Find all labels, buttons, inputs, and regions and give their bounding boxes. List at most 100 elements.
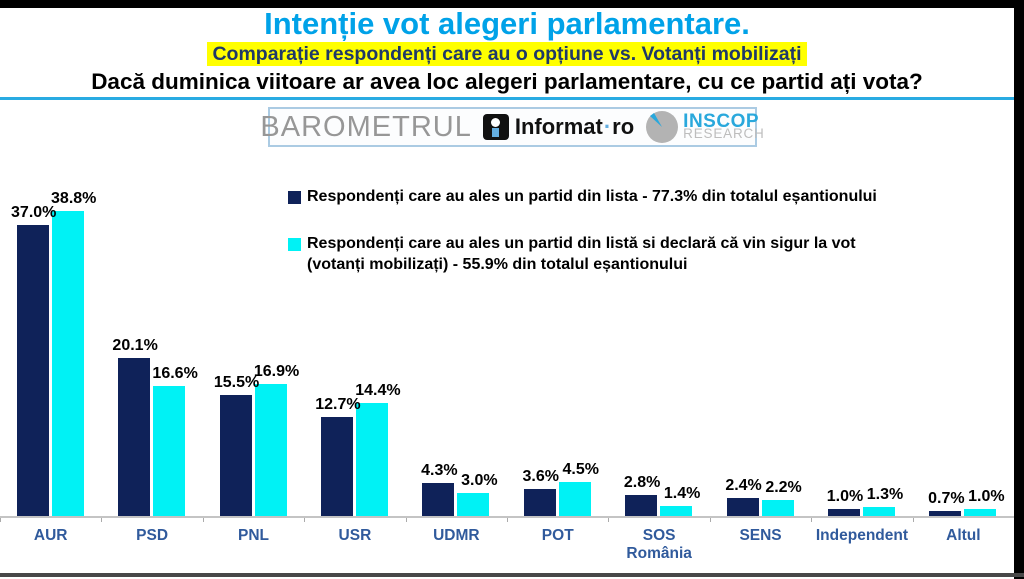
bar-group: 2.8% 1.4% SOS România <box>608 180 709 562</box>
bar-group: 12.7% 14.4% USR <box>304 180 405 544</box>
legend-swatch-mobilized-icon <box>288 237 301 251</box>
value-label-respondents: 4.3% <box>421 462 458 479</box>
value-label-respondents: 37.0% <box>11 204 57 221</box>
legend-line: Respondenți care au ales un partid din l… <box>307 234 856 252</box>
value-label-mobilized: 2.2% <box>765 479 802 496</box>
header: Intenție vot alegeri parlamentare. Compa… <box>0 8 1014 95</box>
bar-group: 4.3% 3.0% UDMR <box>405 180 507 544</box>
value-label-respondents: 20.1% <box>112 337 158 354</box>
top-border <box>0 0 1024 8</box>
axis-tick-icon <box>202 517 204 522</box>
bar-chart: 37.0% 38.8% AUR 20.1% 16.6% PSD 15.5% 16.9% PNL 1… <box>0 180 1014 562</box>
informat-logo: Informat·ro <box>482 114 635 140</box>
legend-item-mobilized: Respondenți care au ales un partid din l… <box>288 234 877 276</box>
informat-logo-icon <box>482 114 509 140</box>
header-divider <box>0 97 1014 100</box>
bar-group: 0.7% 1.0% Altul <box>912 180 1014 544</box>
category-label: Altul <box>946 527 981 544</box>
value-label-mobilized: 1.3% <box>866 486 904 503</box>
bottom-border <box>0 573 1024 577</box>
informat-i-dot-icon <box>490 118 500 127</box>
value-label-mobilized: 16.9% <box>253 363 300 380</box>
category-label: AUR <box>33 527 68 544</box>
axis-tick-icon <box>709 517 711 522</box>
bar-group: 37.0% 38.8% AUR <box>0 180 101 544</box>
right-border <box>1014 0 1024 579</box>
bar-mobilized <box>761 500 794 517</box>
bar-respondents <box>16 225 49 517</box>
axis-tick-icon <box>101 517 103 522</box>
value-label-respondents: 0.7% <box>928 490 965 507</box>
subtitle-highlight: Comparație respondenți care au o opțiune… <box>207 41 807 66</box>
subtitle-row: Comparație respondenți care au o opțiune… <box>0 41 1014 66</box>
informat-tld: ro <box>612 114 635 139</box>
inscop-wordmark: INSCOP RESEARCH <box>683 111 765 142</box>
plot-area: 37.0% 38.8% AUR 20.1% 16.6% PSD 15.5% 16.9% PNL 1… <box>0 180 1014 562</box>
branding-bar: BAROMETRUL Informat·ro INSCOP RESEARCH <box>260 107 764 147</box>
inscop-research-label: RESEARCH <box>683 126 765 142</box>
bar-respondents <box>320 417 353 517</box>
value-label-mobilized: 1.0% <box>968 488 1005 505</box>
bar-respondents <box>422 483 455 517</box>
informat-separator-dot: · <box>603 114 612 139</box>
page-title: Intenție vot alegeri parlamentare. <box>264 6 750 41</box>
bar-respondents <box>523 489 556 517</box>
axis-tick-icon <box>304 517 306 522</box>
inscop-name: INSCOP <box>683 111 760 133</box>
axis-tick-icon <box>608 517 610 522</box>
legend-line: Respondenți care au ales un partid din l… <box>307 188 877 205</box>
informat-name: Informat <box>514 114 603 139</box>
bar-respondents <box>726 498 759 517</box>
bar-group: 3.6% 4.5% POT <box>507 180 608 544</box>
bar-mobilized <box>964 509 997 517</box>
category-label: PSD <box>136 527 169 544</box>
legend-label-mobilized: Respondenți care au ales un partid din l… <box>307 234 856 276</box>
bar-mobilized <box>558 482 591 517</box>
bar-respondents <box>625 495 658 517</box>
bar-group: 2.4% 2.2% SENS <box>709 180 811 544</box>
axis-tick-icon <box>507 517 509 522</box>
informat-i-stem-icon <box>491 128 499 137</box>
chart-legend: Respondenți care au ales un partid din l… <box>288 187 877 275</box>
value-label-respondents: 15.5% <box>213 374 260 391</box>
bar-mobilized <box>355 403 388 517</box>
category-label: POT <box>541 527 574 544</box>
bar-mobilized <box>153 386 186 517</box>
bar-respondents <box>118 358 151 517</box>
category-label: Independent <box>815 527 909 544</box>
bar-mobilized <box>254 384 287 517</box>
bar-group: 1.0% 1.3% Independent <box>811 180 912 544</box>
bar-mobilized <box>51 211 84 517</box>
bar-respondents <box>827 509 860 517</box>
bar-respondents <box>219 395 252 517</box>
axis-tick-icon <box>912 517 914 522</box>
legend-item-respondents: Respondenți care au ales un partid din l… <box>288 187 877 208</box>
value-label-mobilized: 38.8% <box>51 190 97 207</box>
bar-group: 15.5% 16.9% PNL <box>202 180 304 544</box>
barometrul-logo: BAROMETRUL <box>260 110 472 143</box>
value-label-respondents: 2.8% <box>623 474 661 491</box>
value-label-respondents: 2.4% <box>725 477 762 494</box>
inscop-logo: INSCOP RESEARCH <box>645 110 764 144</box>
axis-tick-icon <box>811 517 813 522</box>
category-label: SOS România <box>626 527 692 562</box>
value-label-mobilized: 16.6% <box>152 365 198 382</box>
value-label-respondents: 12.7% <box>315 396 361 413</box>
legend-line: (votanți mobilizați) - 55.9% din totalul… <box>307 255 688 273</box>
category-label: USR <box>338 527 372 544</box>
bar-respondents <box>929 511 962 517</box>
axis-tick-icon <box>0 517 1 522</box>
legend-swatch-respondents-icon <box>288 191 301 204</box>
bar-mobilized <box>862 507 895 517</box>
value-label-respondents: 3.6% <box>522 468 559 485</box>
bar-mobilized <box>660 506 693 517</box>
bar-group: 20.1% 16.6% PSD <box>101 180 202 544</box>
value-label-respondents: 1.0% <box>826 488 864 505</box>
inscop-clock-icon <box>646 111 679 143</box>
category-label: PNL <box>238 527 270 544</box>
value-label-mobilized: 4.5% <box>562 461 599 478</box>
legend-label-respondents: Respondenți care au ales un partid din l… <box>307 187 877 208</box>
x-axis <box>0 516 1014 518</box>
category-label: UDMR <box>433 527 480 544</box>
